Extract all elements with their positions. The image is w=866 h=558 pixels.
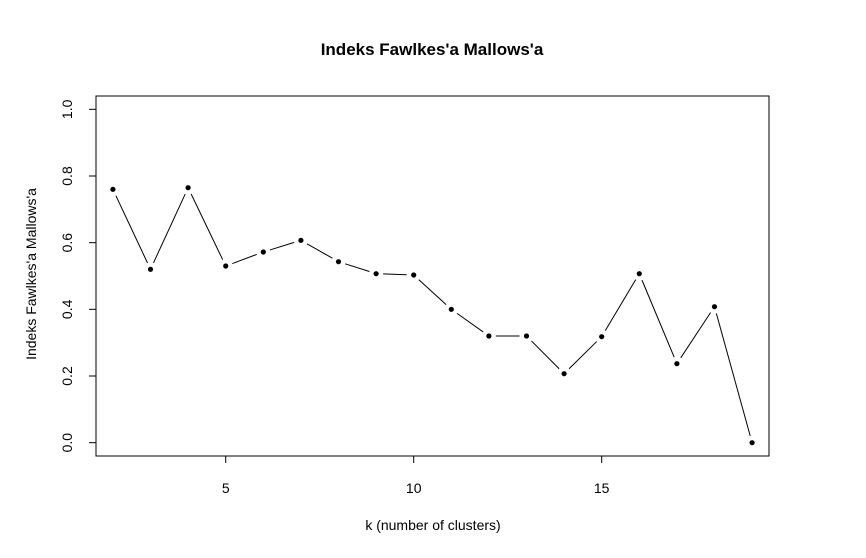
y-tick-label: 0.8: [59, 166, 75, 186]
x-tick-label: 5: [222, 480, 230, 496]
series-line-segment: [115, 195, 148, 264]
data-point: [298, 237, 304, 243]
data-point: [411, 272, 417, 278]
data-point: [260, 249, 266, 255]
y-tick-label: 0.4: [59, 299, 75, 319]
data-point: [749, 440, 755, 446]
y-axis-label: Indeks Fawlkes'a Mallows'a: [23, 188, 39, 360]
series-line-segment: [418, 279, 447, 305]
series-line-segment: [604, 279, 637, 331]
series-line-segment: [345, 263, 370, 273]
series-line-segment: [152, 193, 186, 264]
data-point: [711, 304, 718, 310]
data-point: [223, 263, 229, 269]
series-line-segment: [232, 253, 257, 265]
x-axis: 5 10 15: [222, 455, 610, 496]
y-tick-label: 1.0: [59, 99, 75, 119]
data-point: [147, 266, 154, 272]
data-point: [599, 334, 605, 340]
data-point: [335, 259, 342, 265]
data-series: [110, 185, 755, 446]
series-line-segment: [383, 273, 407, 276]
series-line-segment: [531, 340, 560, 370]
series-line-segment: [306, 243, 333, 259]
x-tick-label: 10: [406, 480, 422, 496]
y-tick-label: 0.2: [59, 366, 75, 386]
x-axis-label: k (number of clusters): [365, 517, 500, 533]
data-point: [110, 186, 116, 192]
plot-frame: [95, 95, 770, 457]
data-point: [486, 333, 492, 339]
y-tick-label: 0.6: [59, 233, 75, 253]
data-point: [523, 333, 530, 339]
data-point: [448, 306, 454, 312]
data-point: [636, 271, 642, 277]
series-line-segment: [456, 312, 484, 333]
series-line-segment: [641, 279, 675, 358]
data-point: [561, 371, 567, 377]
series-line-segment: [190, 193, 224, 260]
chart-title: Indeks Fawlkes'a Mallows'a: [321, 40, 544, 59]
series-line-segment: [680, 312, 712, 359]
data-point: [373, 271, 379, 277]
data-point: [185, 185, 191, 191]
y-tick-label: 0.0: [59, 433, 75, 453]
series-line-segment: [715, 313, 751, 437]
series-line-segment: [269, 241, 295, 251]
x-tick-label: 15: [594, 480, 610, 496]
data-point: [674, 361, 680, 367]
series-line-segment: [568, 341, 598, 370]
y-axis: 0.0 0.2 0.4 0.6 0.8 1.0: [59, 99, 97, 453]
